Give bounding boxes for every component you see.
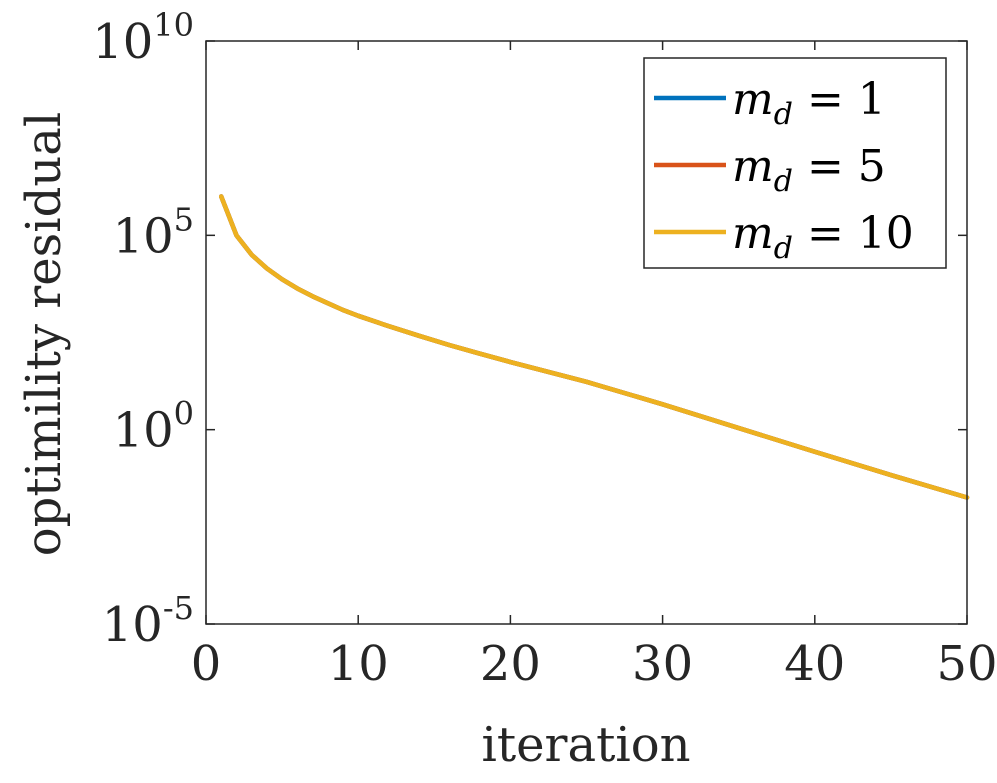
legend: md = 1 md = 5 md = 10	[643, 57, 947, 269]
axes: 0 10 20 30 40 50 10-5 100 105 1010	[92, 6, 997, 692]
axes-box	[205, 40, 968, 625]
y-axis-label: optimility residual	[16, 112, 72, 556]
legend-label-3: md = 10	[732, 208, 914, 266]
legend-label-1: md = 1	[732, 74, 886, 132]
y-tick-label: 100	[113, 395, 194, 459]
x-axis-label: iteration	[481, 717, 690, 773]
plot-area	[218, 194, 970, 500]
y-tick-label: 1010	[92, 6, 194, 70]
x-tick-label: 30	[632, 636, 693, 692]
y-tick-label: 10-5	[102, 589, 194, 653]
legend-label-2: md = 5	[732, 141, 886, 199]
series-line-3	[218, 194, 970, 500]
x-tick-label: 20	[480, 636, 541, 692]
x-tick-label: 0	[191, 636, 222, 692]
x-tick-label: 10	[328, 636, 389, 692]
x-tick-label: 50	[936, 636, 997, 692]
y-tick-label: 105	[113, 200, 194, 264]
x-tick-label: 40	[784, 636, 845, 692]
